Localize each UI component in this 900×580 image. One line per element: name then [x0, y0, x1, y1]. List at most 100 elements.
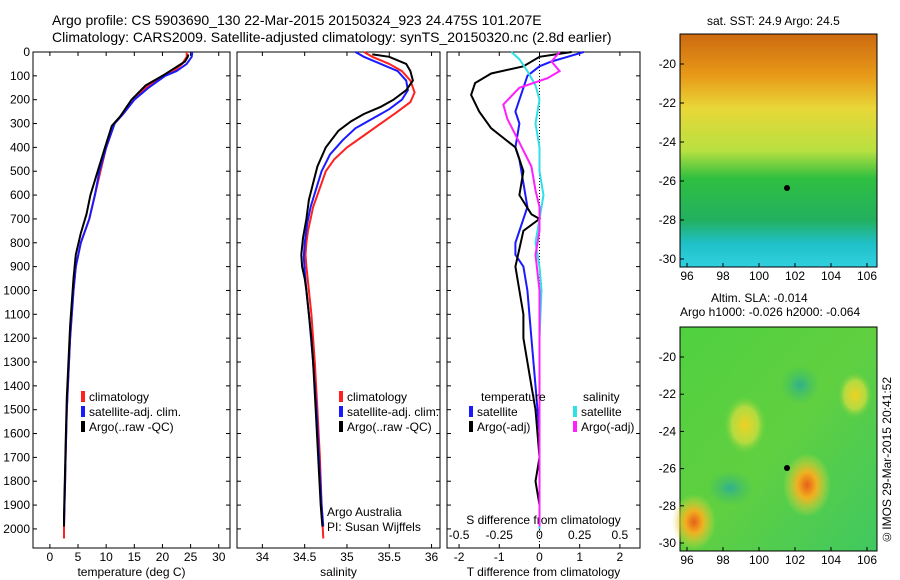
- sst-y-tick-label: -22: [659, 96, 677, 110]
- x-tick-label: 0: [536, 550, 543, 564]
- x-tick-label: 2: [617, 550, 624, 564]
- sla-y-tick-label: -30: [659, 536, 677, 550]
- x-tick-label: 10: [99, 550, 113, 564]
- series-line: [304, 51, 416, 539]
- salinity-plot-frame: [236, 51, 441, 549]
- temperature-panel: 0100200300400500600700800900100011001200…: [3, 45, 231, 579]
- legend-label: Argo(-adj): [477, 420, 530, 434]
- temperature-plot-frame: [32, 51, 231, 549]
- depth-tick-label: 800: [10, 236, 30, 250]
- x-tick-label: 35.5: [378, 550, 402, 564]
- legend-swatch: [573, 421, 577, 432]
- sla-y-tick-label: -20: [659, 350, 677, 364]
- depth-tick-label: 1400: [3, 379, 30, 393]
- series-line: [63, 54, 190, 527]
- legend-label: temperature: [481, 390, 546, 404]
- sla-x-tick-label: 102: [785, 553, 805, 567]
- legend-swatch: [81, 406, 85, 417]
- series-line: [514, 51, 584, 529]
- legend-swatch: [469, 406, 473, 417]
- profile-title: Argo profile: CS 5903690_130 22-Mar-2015…: [52, 12, 542, 28]
- x-axis-label: T difference from climatology: [467, 565, 621, 579]
- depth-tick-label: 2000: [3, 522, 30, 536]
- x-axis-label: salinity: [320, 565, 357, 579]
- sla-high-blob: [672, 494, 716, 550]
- x-axis-label-top: S difference from climatology: [466, 513, 621, 527]
- x-tick-label: 25: [184, 550, 198, 564]
- s-tick-label: -0.5: [449, 528, 470, 542]
- sst-y-tick-label: -26: [659, 174, 677, 188]
- depth-tick-label: 400: [10, 140, 30, 154]
- sla-y-tick-label: -26: [659, 462, 677, 476]
- s-tick-label: 0.25: [568, 528, 592, 542]
- series-line: [63, 52, 188, 539]
- sla-x-tick-label: 96: [680, 553, 694, 567]
- legend-swatch: [339, 421, 343, 432]
- depth-tick-label: 100: [10, 69, 30, 83]
- difference-plot-frame: [446, 51, 641, 549]
- sla-low-blob: [706, 470, 754, 506]
- series-line: [300, 53, 414, 527]
- argo-position-marker: [784, 465, 790, 471]
- sst-x-tick-label: 96: [680, 269, 694, 283]
- legend-swatch: [573, 406, 577, 417]
- sla-x-tick-label: 100: [749, 553, 769, 567]
- x-tick-label: 35: [340, 550, 354, 564]
- sst-x-tick-label: 104: [821, 269, 841, 283]
- argo-position-marker: [784, 185, 790, 191]
- depth-tick-label: 600: [10, 188, 30, 202]
- legend-label: satellite-adj. clim.: [89, 405, 181, 419]
- depth-tick-label: 700: [10, 212, 30, 226]
- depth-tick-label: 300: [10, 117, 30, 131]
- sst-y-tick-label: -28: [659, 213, 677, 227]
- depth-tick-label: 1600: [3, 427, 30, 441]
- legend-label: Argo(..raw -QC): [89, 420, 174, 434]
- depth-tick-label: 1100: [4, 307, 30, 321]
- legend-swatch: [81, 391, 85, 402]
- depth-tick-label: 1500: [3, 403, 30, 417]
- depth-tick-label: 1700: [3, 450, 30, 464]
- climatology-subtitle: Climatology: CARS2009. Satellite-adjuste…: [52, 29, 612, 45]
- legend-label: satellite: [477, 405, 518, 419]
- sla-y-tick-label: -24: [659, 424, 677, 438]
- x-tick-label: 5: [75, 550, 82, 564]
- depth-tick-label: 0: [23, 45, 30, 59]
- sst-x-tick-label: 98: [716, 269, 730, 283]
- x-tick-label: 1: [576, 550, 583, 564]
- sst-y-tick-label: -24: [659, 135, 677, 149]
- legend-label: salinity: [583, 390, 620, 404]
- sla-low-blob: [780, 365, 820, 405]
- sla-x-tick-label: 106: [857, 553, 877, 567]
- sla-y-tick-label: -22: [659, 387, 677, 401]
- sst-x-tick-label: 100: [749, 269, 769, 283]
- sst-y-tick-label: -20: [659, 57, 677, 71]
- depth-tick-label: 900: [10, 260, 30, 274]
- legend-label: Argo(..raw -QC): [347, 420, 432, 434]
- sst-y-tick-label: -30: [659, 252, 677, 266]
- legend-swatch: [339, 406, 343, 417]
- x-tick-label: 15: [128, 550, 142, 564]
- x-tick-label: 34: [256, 550, 270, 564]
- depth-tick-label: 1900: [3, 498, 30, 512]
- sst-x-tick-label: 106: [857, 269, 877, 283]
- depth-tick-label: 1800: [3, 474, 30, 488]
- x-tick-label: 36: [425, 550, 439, 564]
- depth-tick-label: 1200: [3, 331, 30, 345]
- depth-tick-label: 500: [10, 164, 30, 178]
- s-tick-label: 0.5: [612, 528, 629, 542]
- x-tick-label: 30: [212, 550, 226, 564]
- legend-label: climatology: [89, 390, 149, 404]
- sla-map-title-2: Argo h1000: -0.026 h2000: -0.064: [680, 305, 861, 319]
- s-tick-label: -0.25: [486, 528, 514, 542]
- annotation: PI: Susan Wijffels: [327, 520, 421, 534]
- series-line: [302, 51, 409, 527]
- x-tick-label: 0: [47, 550, 54, 564]
- sla-y-tick-label: -28: [659, 499, 677, 513]
- x-axis-label: temperature (deg C): [77, 565, 185, 579]
- x-tick-label: 34.5: [293, 550, 317, 564]
- depth-tick-label: 1300: [3, 355, 30, 369]
- legend-label: satellite: [581, 405, 622, 419]
- sla-high-blob: [723, 395, 767, 455]
- annotation: Argo Australia: [327, 505, 402, 519]
